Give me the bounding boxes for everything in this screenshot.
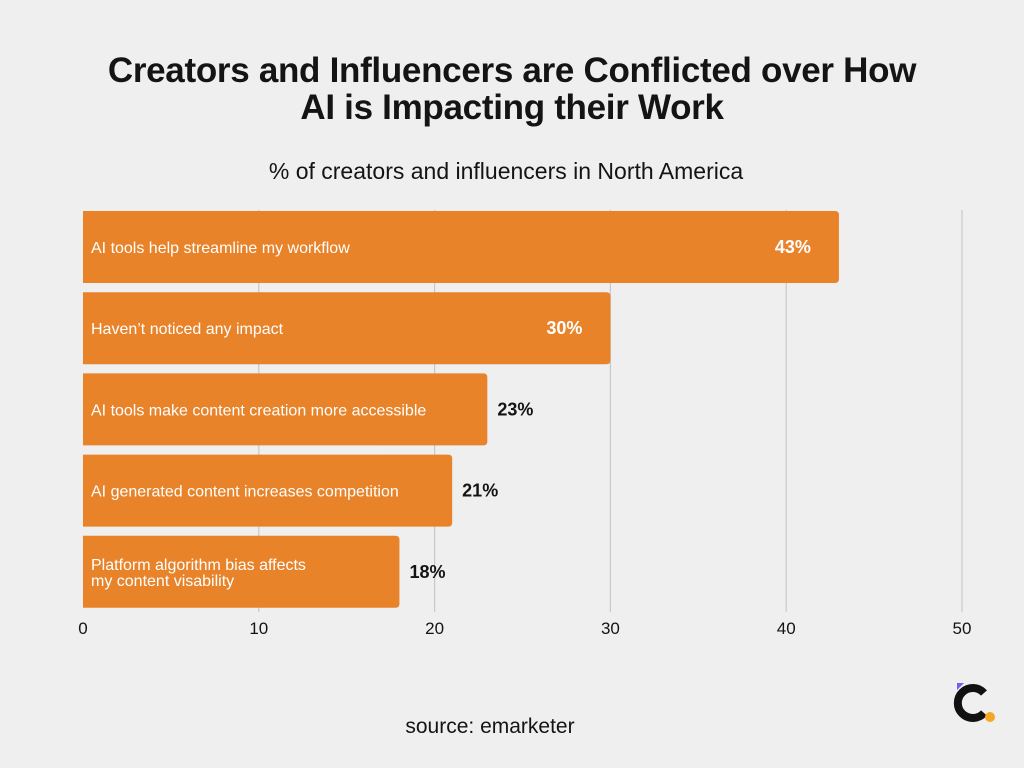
bar-value-label: 43% bbox=[775, 237, 811, 257]
bar-category-label: AI generated content increases competiti… bbox=[91, 484, 399, 501]
source-note: source: emarketer bbox=[405, 715, 575, 738]
x-tick-label: 40 bbox=[777, 619, 796, 638]
x-tick-label: 30 bbox=[601, 619, 620, 638]
x-tick-label: 10 bbox=[249, 619, 268, 638]
bar-value-label: 18% bbox=[409, 562, 445, 582]
bar-value-label: 23% bbox=[497, 399, 533, 419]
bar bbox=[83, 373, 488, 446]
bar-category-label: Platform algorithm bias affects my conten… bbox=[91, 557, 306, 590]
brand-c-logo-icon bbox=[948, 676, 1000, 728]
chart-title-line-1: Creators and Influencers are Conflicted … bbox=[107, 51, 917, 90]
chart-subtitle: % of creators and influencers in North A… bbox=[268, 158, 744, 184]
bar bbox=[83, 535, 400, 608]
bar-value-label: 30% bbox=[546, 318, 582, 338]
bar bbox=[83, 211, 839, 283]
bar-category-label: AI tools help streamline my workflow bbox=[91, 240, 350, 257]
x-tick-label: 0 bbox=[78, 619, 87, 638]
bar-chart: 0 10 20 30 40 50 AI tools help streamline my w… bbox=[78, 210, 972, 638]
x-tick-label: 50 bbox=[953, 619, 972, 638]
bar bbox=[83, 454, 453, 527]
x-tick-label: 20 bbox=[425, 619, 444, 638]
bar-value-label: 21% bbox=[462, 481, 498, 501]
bar-category-label: Haven’t noticed any impact bbox=[91, 321, 284, 338]
bar-category-label: AI tools make content creation more acce… bbox=[91, 402, 426, 419]
chart-title-line-2: AI is Impacting their Work bbox=[300, 88, 724, 127]
chart-title: Creators and Influencers are Conflicted … bbox=[40, 52, 984, 126]
bar bbox=[83, 292, 611, 365]
